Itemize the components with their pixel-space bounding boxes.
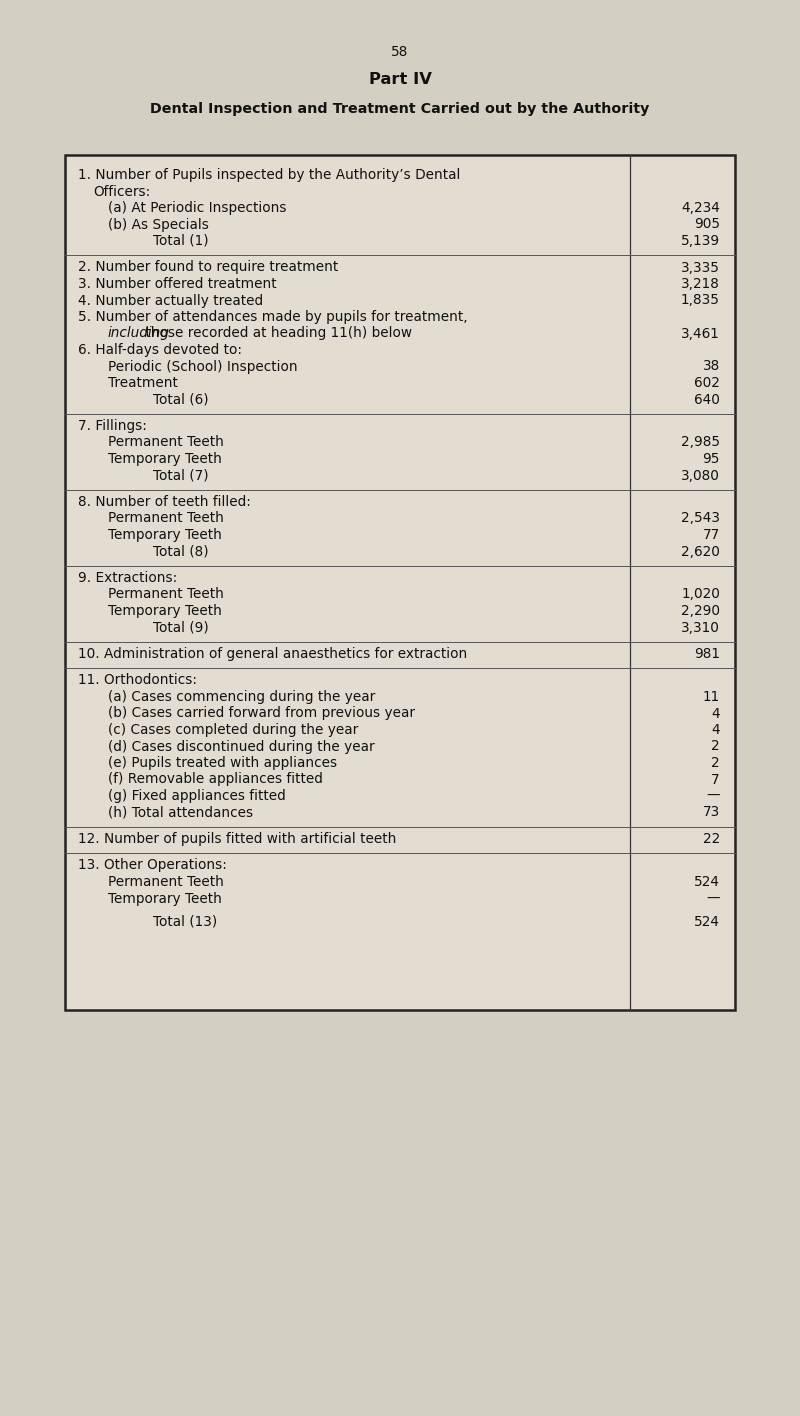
Text: Total (1): Total (1) <box>153 234 209 248</box>
Text: 77: 77 <box>702 528 720 542</box>
Text: 3. Number offered treatment: 3. Number offered treatment <box>78 278 277 292</box>
Text: (d) Cases discontinued during the year: (d) Cases discontinued during the year <box>108 739 374 753</box>
Text: 12. Number of pupils fitted with artificial teeth: 12. Number of pupils fitted with artific… <box>78 833 396 845</box>
Text: those recorded at heading 11(h) below: those recorded at heading 11(h) below <box>141 327 412 340</box>
Text: 10. Administration of general anaesthetics for extraction: 10. Administration of general anaestheti… <box>78 647 467 661</box>
Text: 2: 2 <box>711 739 720 753</box>
Text: 4: 4 <box>711 724 720 736</box>
Text: 7: 7 <box>711 773 720 786</box>
Text: —: — <box>706 789 720 803</box>
Text: (f) Removable appliances fitted: (f) Removable appliances fitted <box>108 773 323 786</box>
Text: 5,139: 5,139 <box>681 234 720 248</box>
Text: 640: 640 <box>694 392 720 406</box>
Text: including: including <box>108 327 170 340</box>
Text: 2,290: 2,290 <box>681 605 720 617</box>
Text: 22: 22 <box>702 833 720 845</box>
Text: Temporary Teeth: Temporary Teeth <box>108 452 222 466</box>
Text: Total (6): Total (6) <box>153 392 209 406</box>
Text: Permanent Teeth: Permanent Teeth <box>108 436 224 449</box>
Text: 58: 58 <box>391 45 409 59</box>
Text: 2,985: 2,985 <box>681 436 720 449</box>
Text: (g) Fixed appliances fitted: (g) Fixed appliances fitted <box>108 789 286 803</box>
Text: 1,020: 1,020 <box>681 588 720 602</box>
Text: 602: 602 <box>694 377 720 389</box>
Text: 4. Number actually treated: 4. Number actually treated <box>78 293 263 307</box>
Text: Periodic (School) Inspection: Periodic (School) Inspection <box>108 360 298 374</box>
Text: Permanent Teeth: Permanent Teeth <box>108 588 224 602</box>
Text: 3,335: 3,335 <box>681 261 720 275</box>
Text: (h) Total attendances: (h) Total attendances <box>108 806 253 820</box>
Text: (b) Cases carried forward from previous year: (b) Cases carried forward from previous … <box>108 707 415 721</box>
Text: Treatment: Treatment <box>108 377 178 389</box>
Text: Dental Inspection and Treatment Carried out by the Authority: Dental Inspection and Treatment Carried … <box>150 102 650 116</box>
Text: 73: 73 <box>702 806 720 820</box>
Text: 6. Half-days devoted to:: 6. Half-days devoted to: <box>78 343 242 357</box>
Text: 2: 2 <box>711 756 720 770</box>
Text: 2. Number found to require treatment: 2. Number found to require treatment <box>78 261 338 275</box>
Text: (b) As Specials: (b) As Specials <box>108 218 209 231</box>
Text: Temporary Teeth: Temporary Teeth <box>108 892 222 905</box>
Text: Part IV: Part IV <box>369 72 431 86</box>
Text: —: — <box>706 892 720 905</box>
Text: 3,218: 3,218 <box>681 278 720 292</box>
Text: 8. Number of teeth filled:: 8. Number of teeth filled: <box>78 496 251 508</box>
Text: 2,620: 2,620 <box>681 545 720 558</box>
Text: 5. Number of attendances made by pupils for treatment,: 5. Number of attendances made by pupils … <box>78 310 468 324</box>
Text: Permanent Teeth: Permanent Teeth <box>108 511 224 525</box>
Text: 1. Number of Pupils inspected by the Authority’s Dental: 1. Number of Pupils inspected by the Aut… <box>78 169 460 183</box>
Text: 2,543: 2,543 <box>681 511 720 525</box>
Text: 981: 981 <box>694 647 720 661</box>
Text: 38: 38 <box>702 360 720 374</box>
Text: Total (8): Total (8) <box>153 545 209 558</box>
Text: 11: 11 <box>702 690 720 704</box>
Text: 13. Other Operations:: 13. Other Operations: <box>78 858 227 872</box>
Text: 9. Extractions:: 9. Extractions: <box>78 571 178 585</box>
Text: Temporary Teeth: Temporary Teeth <box>108 605 222 617</box>
Text: 524: 524 <box>694 875 720 889</box>
Text: Temporary Teeth: Temporary Teeth <box>108 528 222 542</box>
Text: 11. Orthodontics:: 11. Orthodontics: <box>78 674 197 688</box>
Text: Permanent Teeth: Permanent Teeth <box>108 875 224 889</box>
Text: 4,234: 4,234 <box>681 201 720 215</box>
Text: 3,310: 3,310 <box>681 620 720 634</box>
Text: 7. Fillings:: 7. Fillings: <box>78 419 147 433</box>
Text: 3,080: 3,080 <box>681 469 720 483</box>
Text: (a) At Periodic Inspections: (a) At Periodic Inspections <box>108 201 286 215</box>
Text: Total (9): Total (9) <box>153 620 209 634</box>
Bar <box>65 154 735 1010</box>
Text: 4: 4 <box>711 707 720 721</box>
Text: 1,835: 1,835 <box>681 293 720 307</box>
Text: Total (13): Total (13) <box>153 915 218 929</box>
Text: 3,461: 3,461 <box>681 327 720 340</box>
Text: (a) Cases commencing during the year: (a) Cases commencing during the year <box>108 690 375 704</box>
Text: 95: 95 <box>702 452 720 466</box>
Text: 524: 524 <box>694 915 720 929</box>
Text: Officers:: Officers: <box>93 184 150 198</box>
Text: (c) Cases completed during the year: (c) Cases completed during the year <box>108 724 358 736</box>
Text: 905: 905 <box>694 218 720 231</box>
Text: Total (7): Total (7) <box>153 469 209 483</box>
Text: (e) Pupils treated with appliances: (e) Pupils treated with appliances <box>108 756 337 770</box>
